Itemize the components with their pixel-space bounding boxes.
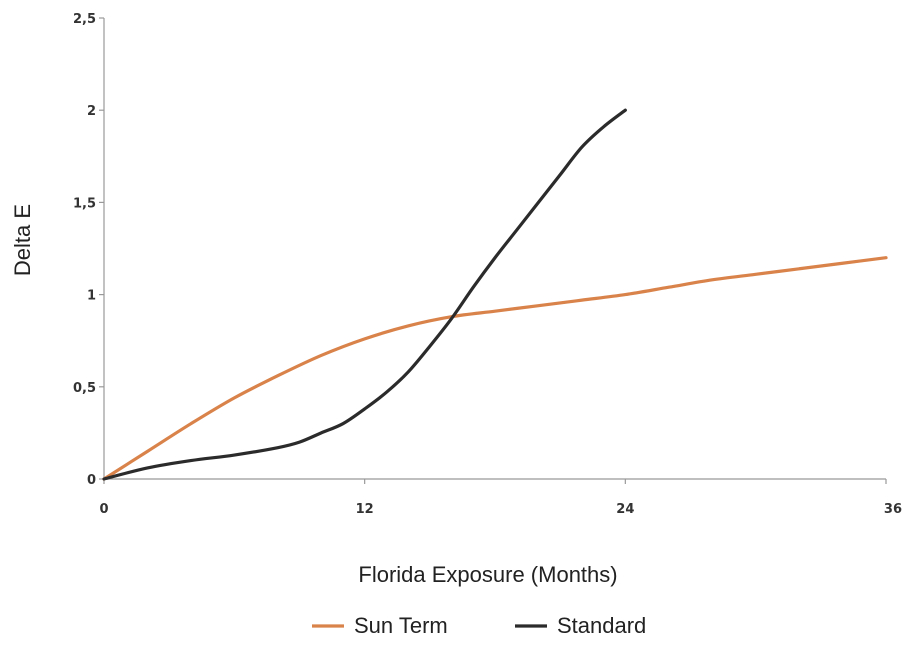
x-tick-label: 36	[884, 502, 902, 517]
y-tick-label: 2	[87, 104, 96, 119]
x-tick-label: 0	[99, 502, 108, 517]
y-tick-label: 1	[87, 289, 96, 304]
x-axis-title: Florida Exposure (Months)	[358, 562, 617, 587]
y-tick-label: 0,5	[73, 381, 96, 396]
x-tick-label: 12	[356, 502, 374, 517]
y-tick-label: 1,5	[73, 196, 96, 211]
y-axis-title: Delta E	[10, 204, 35, 276]
series-line-sun-term	[102, 256, 888, 481]
series-lines	[102, 108, 888, 481]
y-tick-label: 2,5	[73, 12, 96, 27]
legend-label-standard: Standard	[557, 613, 646, 638]
x-tick-label: 24	[616, 502, 634, 517]
y-tick-label: 0	[87, 473, 96, 488]
legend-label-sun-term: Sun Term	[354, 613, 448, 638]
series-line-standard	[102, 108, 627, 481]
y-axis-ticks: 0 0,5 1 1,5 2 2,5	[73, 12, 104, 488]
x-axis-ticks: 0 12 24 36	[99, 479, 902, 517]
legend: Sun Term Standard	[312, 613, 646, 638]
